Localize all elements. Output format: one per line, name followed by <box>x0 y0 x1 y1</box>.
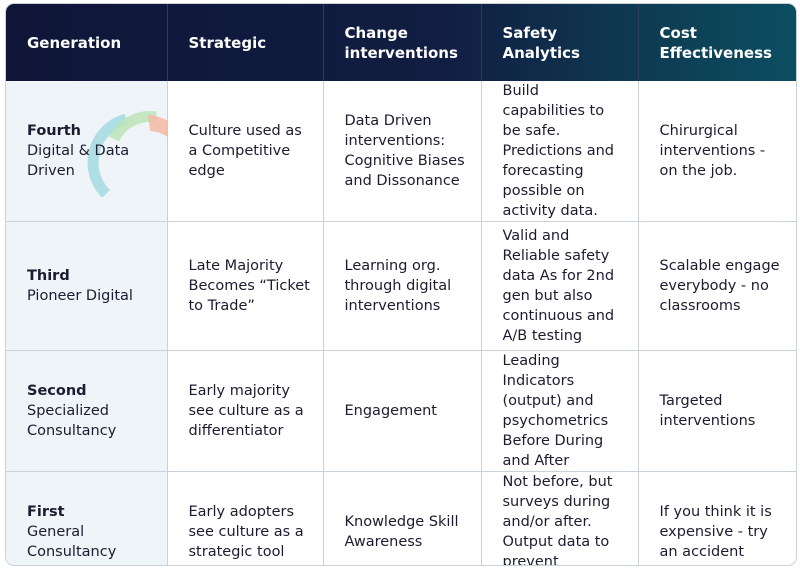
generation-cell: Second Specialized Consultancy <box>6 350 168 472</box>
table-cell: Chirurgical interventions - on the job. <box>638 81 796 222</box>
generation-level: Fourth <box>27 123 82 139</box>
logo-arc <box>87 111 168 197</box>
generation-name: Digital & Data Driven <box>27 143 130 179</box>
table-cell: Knowledge Skill Awareness <box>323 471 482 565</box>
generation-cell: Fourth Digital & Data Driven <box>6 81 168 222</box>
header-row: Generation Strategic Change interventions S… <box>6 4 796 81</box>
table-cell: Targeted interventions <box>638 350 796 472</box>
table-cell: Early majority see culture as a differen… <box>167 350 324 472</box>
table-row: Third Pioneer Digital Late Majority Become… <box>6 221 796 351</box>
table-header: Generation Strategic Change interventions S… <box>6 4 796 81</box>
table-row: Fourth Digital & Data Driven Culture used … <box>6 81 796 222</box>
generation-name: Pioneer Digital <box>27 288 133 304</box>
table-cell: Not before, but surveys during and/or af… <box>481 471 639 565</box>
table-cell: If you think it is expensive - try an ac… <box>659 504 772 560</box>
table-row: Second Specialized Consultancy Early major… <box>6 350 796 472</box>
table-body: Fourth Digital & Data Driven Culture used … <box>6 81 796 565</box>
table-row: First General Consultancy Early adopters s… <box>6 471 796 565</box>
header-cell: Change interventions <box>323 4 482 81</box>
table-cell: Engagement <box>323 350 482 472</box>
header-cell: Strategic <box>167 4 324 81</box>
table-cell: Data Driven interventions: Cognitive Bia… <box>323 81 482 222</box>
header-cell: Safety Analytics <box>481 4 639 81</box>
generation-name: General Consultancy <box>27 524 117 560</box>
generation-level: Third <box>27 268 70 284</box>
table-cell: Scalable engage everybody - no classroom… <box>638 221 796 351</box>
table-cell: Valid and Reliable safety data As for 2n… <box>481 221 639 351</box>
table-cell: Build capabilities to be safe. Predictio… <box>481 81 639 222</box>
generation-level: Second <box>27 383 87 399</box>
table-cell: Culture used as a Competitive edge <box>167 81 324 222</box>
table-cell: Leading Indicators (output) and psychome… <box>481 350 639 472</box>
generation-name: Specialized Consultancy <box>27 403 117 439</box>
header-cell: Generation <box>6 4 168 81</box>
generation-level: First <box>27 504 65 520</box>
header-cell: Cost Effectiveness <box>659 23 772 62</box>
generations-table: Generation Strategic Change interventions S… <box>6 4 796 565</box>
table-cell: Early adopters see culture as a strategi… <box>167 471 324 565</box>
table-cell: Late Majority Becomes “Ticket to Trade” <box>167 221 324 351</box>
table-cell: Learning org. through digital interventi… <box>323 221 482 351</box>
table-frame: Generation Strategic Change interventions S… <box>5 3 797 566</box>
generation-cell: Third Pioneer Digital <box>6 221 168 351</box>
generation-cell: First General Consultancy <box>6 471 168 565</box>
